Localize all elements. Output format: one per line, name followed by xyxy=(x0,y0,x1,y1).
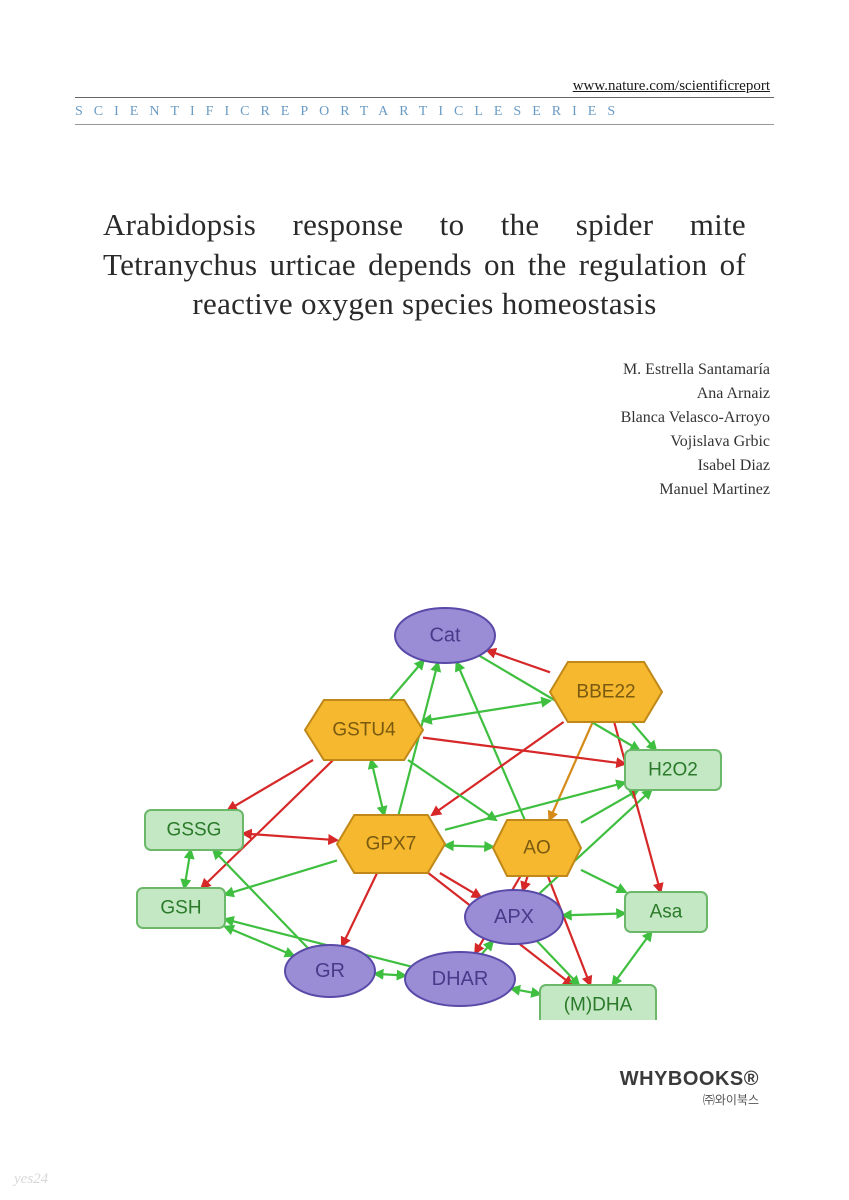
node-label: GSH xyxy=(160,898,201,919)
edge-BBE22-GPX7 xyxy=(432,722,564,815)
node-label: BBE22 xyxy=(576,682,635,703)
edge-GPX7-GSH xyxy=(225,860,337,894)
node-label: Cat xyxy=(429,625,461,647)
edge-GSH-GR xyxy=(225,927,294,956)
node-label: DHAR xyxy=(432,968,489,990)
edge-BBE22-AO xyxy=(549,722,592,820)
edge-GPX7-APX xyxy=(440,873,481,897)
node-label: H2O2 xyxy=(648,760,698,781)
header-series: SCIENTIFICREPORTARTICLESERIES xyxy=(75,98,774,125)
author-name: Manuel Martinez xyxy=(75,478,770,502)
node-GPX7: GPX7 xyxy=(337,815,445,873)
node-APX: APX xyxy=(465,890,563,944)
publisher-block: WHYBOOKS® ㈜와이북스 xyxy=(620,1068,759,1108)
edge-BBE22-Cat xyxy=(487,650,550,672)
node-GSSG: GSSG xyxy=(145,810,243,850)
edge-BBE22-H2O2 xyxy=(632,722,656,750)
author-name: Blanca Velasco-Arroyo xyxy=(75,406,770,430)
node-BBE22: BBE22 xyxy=(550,662,662,722)
node-H2O2: H2O2 xyxy=(625,750,721,790)
author-list: M. Estrella SantamaríaAna ArnaizBlanca V… xyxy=(75,358,774,502)
node-label: GR xyxy=(315,960,345,982)
node-label: GPX7 xyxy=(366,834,417,855)
author-name: Isabel Diaz xyxy=(75,454,770,478)
edge-GR-DHAR xyxy=(375,974,406,976)
node-DHAR: DHAR xyxy=(405,952,515,1006)
edge-DHAR-APX xyxy=(482,941,493,954)
edge-GSSG-GSH xyxy=(184,850,190,888)
edge-Asa-MDHA xyxy=(613,932,652,985)
publisher-sub: ㈜와이북스 xyxy=(620,1091,759,1108)
node-GR: GR xyxy=(285,945,375,997)
node-AO: AO xyxy=(493,820,581,876)
edge-GSTU4-AO xyxy=(408,760,496,820)
node-Cat: Cat xyxy=(395,608,495,663)
author-name: Ana Arnaiz xyxy=(75,382,770,406)
edge-GSTU4-Cat xyxy=(390,660,424,700)
node-GSH: GSH xyxy=(137,888,225,928)
paper-title: Arabidopsis response to the spider mite … xyxy=(75,205,774,324)
edge-DHAR-MDHA xyxy=(511,989,540,994)
edge-GSTU4-H2O2 xyxy=(423,738,625,764)
node-Asa: Asa xyxy=(625,892,707,932)
node-label: GSSG xyxy=(167,820,222,841)
edge-AO-Asa xyxy=(581,870,626,892)
node-label: Asa xyxy=(650,902,683,923)
header-url: www.nature.com/scientificreport xyxy=(75,78,774,98)
network-diagram: Cat BBE22 GSTU4 H2O2 GSSG GPX7 AO GSH APX Asa GR DH… xyxy=(105,570,725,1020)
edge-GSTU4-GSSG xyxy=(228,760,313,810)
edge-AO-Cat xyxy=(457,662,525,820)
node-label: (M)DHA xyxy=(564,995,633,1016)
edge-GSTU4-BBE22 xyxy=(423,701,550,721)
node-GSTU4: GSTU4 xyxy=(305,700,423,760)
watermark: yes24 xyxy=(14,1171,48,1188)
node-label: GSTU4 xyxy=(332,720,396,741)
node-MDHA: (M)DHA xyxy=(540,985,656,1020)
edge-AO-H2O2 xyxy=(581,790,638,823)
publisher-name: WHYBOOKS® xyxy=(620,1068,759,1091)
node-label: APX xyxy=(494,906,534,928)
author-name: Vojislava Grbic xyxy=(75,430,770,454)
edge-GPX7-GR xyxy=(342,873,377,946)
node-label: AO xyxy=(523,838,550,859)
edge-GPX7-AO xyxy=(445,845,493,846)
edge-AO-APX xyxy=(523,876,528,890)
author-name: M. Estrella Santamaría xyxy=(75,358,770,382)
edge-GSTU4-GPX7 xyxy=(371,760,384,815)
edge-GR-GSSG xyxy=(213,850,308,948)
edge-APX-Asa xyxy=(563,913,625,915)
edge-GPX7-GSSG xyxy=(243,833,337,840)
